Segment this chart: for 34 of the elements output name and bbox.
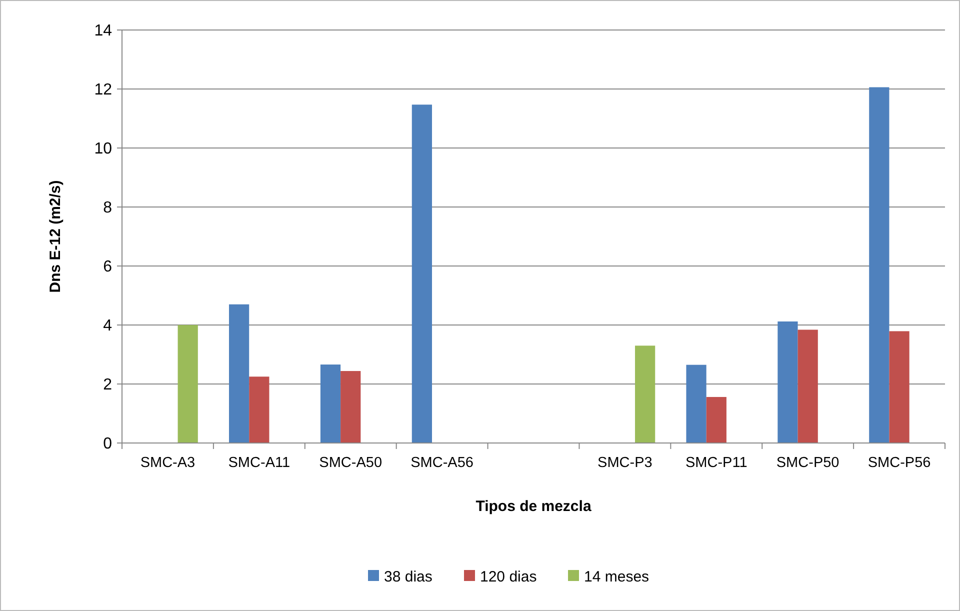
y-tick-label: 4 [103, 318, 112, 335]
legend-label: 14 meses [584, 568, 650, 586]
y-tick-label: 14 [94, 22, 112, 40]
x-tick-label: SMC-A11 [228, 455, 290, 471]
bar [340, 371, 361, 443]
y-tick-label: 12 [94, 82, 112, 99]
y-tick-label: 10 [94, 140, 112, 158]
bar [778, 321, 798, 443]
bar [686, 364, 706, 443]
bar [228, 304, 250, 443]
y-tick-label: 2 [103, 376, 112, 394]
bar [635, 346, 656, 443]
x-tick-label: SMC-P50 [776, 455, 840, 471]
legend-label: 38 dias [384, 568, 432, 586]
legend-label: 120 dias [480, 568, 537, 586]
y-axis-title: Dns E-12 (m2/s) [47, 180, 64, 293]
bar [249, 376, 270, 443]
x-tick-label: SMC-A56 [410, 455, 474, 471]
bar [320, 364, 341, 443]
bar [412, 104, 432, 443]
y-tick-label: 0 [103, 436, 112, 453]
x-axis-title: Tipos de mezcla [476, 498, 592, 515]
x-tick-label: SMC-P11 [686, 455, 748, 471]
y-tick-label: 8 [103, 200, 112, 217]
x-tick-label: SMC-P3 [598, 455, 652, 471]
x-tick-label: SMC-A3 [140, 455, 196, 471]
bar [178, 325, 198, 443]
bar [706, 396, 726, 443]
x-tick-label: SMC-A50 [319, 455, 382, 471]
bar [798, 330, 818, 443]
bar [869, 87, 890, 443]
x-tick-label: SMC-P56 [868, 455, 931, 471]
y-tick-label: 6 [103, 258, 112, 276]
bar [889, 331, 910, 443]
